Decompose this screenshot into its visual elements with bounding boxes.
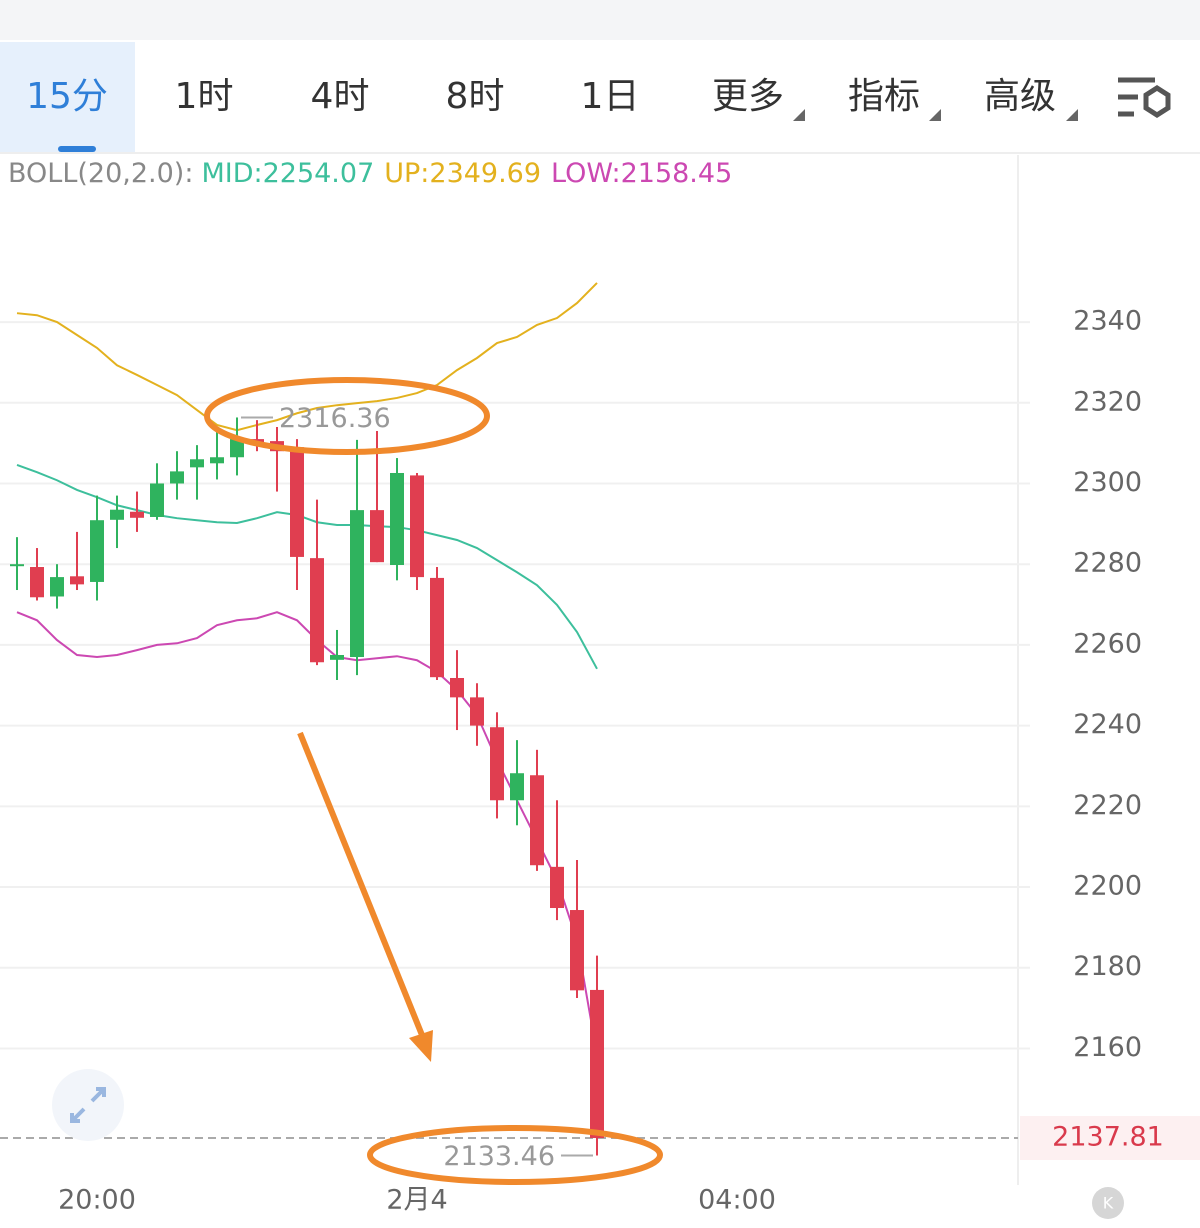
- candle-body: [430, 577, 444, 678]
- last-price-label: 2137.81: [1052, 1121, 1164, 1152]
- y-tick-label: 2160: [1073, 1032, 1142, 1063]
- candle-body: [530, 775, 544, 866]
- plot-area: 2160 2180 2200 2220 2240 2260 2280 2300 2320 2340…: [0, 282, 1200, 1216]
- tab[interactable]: 15分: [26, 76, 108, 117]
- y-tick-label: 2340: [1073, 306, 1142, 337]
- candle-body: [330, 654, 344, 660]
- y-tick-label: 2300: [1073, 467, 1142, 498]
- candle-body: [570, 910, 584, 991]
- dropdown-marker: [929, 109, 941, 121]
- candle-body: [110, 509, 124, 520]
- tab[interactable]: 高级: [984, 76, 1056, 117]
- expand-icon: [70, 1087, 106, 1123]
- legend-value: 2349.69: [429, 158, 541, 189]
- y-tick-label: 2180: [1073, 951, 1142, 982]
- candle-body: [50, 577, 64, 597]
- legend-value: 2158.45: [621, 158, 733, 189]
- x-tick-label: 2月4: [386, 1185, 447, 1216]
- tab-bar: 15分 1时 4时 8时 1日 更多 指标 高级: [26, 76, 1056, 117]
- indicator-name: BOLL(20,2.0):: [8, 158, 193, 189]
- x-tick-label: 04:00: [698, 1185, 776, 1216]
- candle-body: [170, 471, 184, 484]
- candle-body: [590, 989, 604, 1138]
- band-line: [16, 611, 598, 1055]
- candle-body: [210, 457, 224, 464]
- candle-body: [130, 511, 144, 518]
- dropdown-marker: [1066, 109, 1078, 121]
- candle-body: [10, 564, 24, 567]
- status-strip: [0, 0, 1200, 40]
- candle-body: [470, 697, 484, 726]
- indicator-legend: BOLL(20,2.0): MID:2254.07 UP:2349.69 LOW:21…: [8, 158, 732, 189]
- tab[interactable]: 1日: [581, 76, 640, 117]
- y-tick-label: 2320: [1073, 386, 1142, 417]
- active-tab-underline: [58, 146, 96, 152]
- tab[interactable]: 指标: [848, 76, 920, 117]
- candle-body: [510, 773, 524, 801]
- candle-body: [350, 510, 364, 658]
- legend-value: 2254.07: [263, 158, 375, 189]
- settings-icon[interactable]: [1118, 77, 1171, 118]
- high-label: 2316.36: [279, 403, 391, 434]
- y-tick-label: 2280: [1073, 548, 1142, 579]
- k-button-label: K: [1103, 1194, 1114, 1213]
- candle-body: [290, 447, 304, 557]
- legend-name: UP:: [384, 158, 429, 189]
- y-tick-label: 2220: [1073, 790, 1142, 821]
- dropdown-marker: [793, 109, 805, 121]
- candle-body: [550, 866, 564, 909]
- candle-body: [410, 475, 424, 578]
- y-tick-label: 2260: [1073, 628, 1142, 659]
- legend-name: LOW:: [551, 158, 621, 189]
- last-price-bg: [1020, 1115, 1200, 1160]
- y-tick-label: 2240: [1073, 709, 1142, 740]
- candle-body: [90, 520, 104, 582]
- band-line: [16, 463, 598, 670]
- trend-arrow: [297, 731, 427, 1042]
- expand-button[interactable]: [52, 1069, 124, 1141]
- annotations: [204, 377, 663, 1185]
- candle-body: [230, 439, 244, 458]
- y-tick-label: 2200: [1073, 871, 1142, 902]
- candle-body: [310, 558, 324, 663]
- highlight-ellipse: [204, 377, 490, 455]
- candle-body: [70, 576, 84, 585]
- candle-body: [490, 727, 504, 801]
- legend-name: MID:: [201, 158, 262, 189]
- candle-body: [390, 472, 404, 565]
- trend-arrow-head: [409, 1030, 433, 1062]
- tab[interactable]: 4时: [311, 76, 370, 117]
- active-tab-bg: [0, 42, 135, 152]
- tab[interactable]: 8时: [446, 76, 505, 117]
- tab[interactable]: 更多: [712, 76, 784, 117]
- band-line: [16, 282, 598, 432]
- dropdown-markers: [793, 109, 1078, 121]
- low-label: 2133.46: [443, 1141, 555, 1172]
- x-tick-label: 20:00: [58, 1185, 136, 1216]
- k-button[interactable]: [1092, 1187, 1124, 1219]
- candle-body: [190, 459, 204, 468]
- tab[interactable]: 1时: [175, 76, 234, 117]
- candle-body: [450, 677, 464, 698]
- highlight-ellipse: [367, 1125, 663, 1185]
- candle-body: [30, 567, 44, 598]
- candle-body: [370, 510, 384, 563]
- candle-body: [150, 483, 164, 517]
